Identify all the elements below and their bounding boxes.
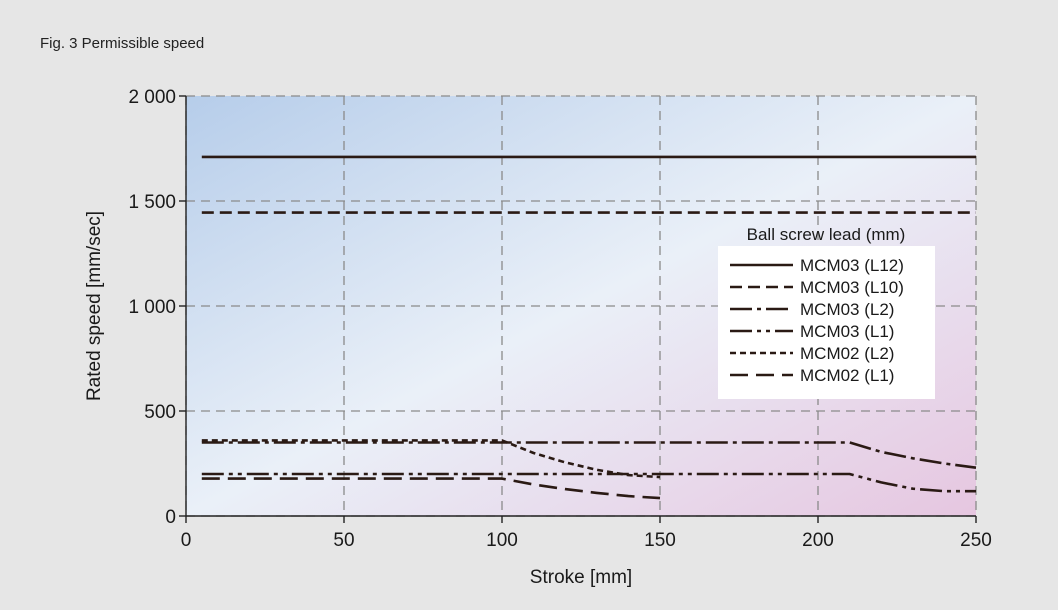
x-tick-label-150: 150	[644, 530, 676, 551]
x-tick-label-100: 100	[486, 530, 518, 551]
legend-label-mcm03-l2: MCM03 (L2)	[800, 300, 894, 319]
legend-label-mcm03-l12: MCM03 (L12)	[800, 256, 904, 275]
series-line-mcm02-l1	[201, 477, 661, 500]
axes: 0 50 100 150 200 250 0 500 1 000 1 500 2 000	[128, 87, 991, 551]
y-tick-label-500: 500	[144, 402, 176, 423]
series-line-mcm03-l2	[201, 441, 977, 469]
x-tick-label-50: 50	[333, 530, 354, 551]
y-tick-label-1000: 1 000	[128, 297, 176, 318]
x-tick-label-250: 250	[960, 530, 992, 551]
y-tick-label-2000: 2 000	[128, 87, 176, 108]
y-tick-label-0: 0	[165, 507, 176, 528]
y-axis-label: Rated speed [mm/sec]	[84, 211, 105, 401]
x-tick-label-0: 0	[181, 530, 192, 551]
legend-box	[718, 246, 935, 399]
x-axis-label: Stroke [mm]	[530, 567, 632, 588]
legend-label-mcm02-l1: MCM02 (L1)	[800, 366, 894, 385]
x-tick-label-200: 200	[802, 530, 834, 551]
series-line-mcm02-l2	[201, 439, 661, 479]
legend: Ball screw lead (mm) MCM03 (L12) MCM03 (L1…	[718, 225, 935, 399]
y-tick-label-1500: 1 500	[128, 192, 176, 213]
legend-label-mcm02-l2: MCM02 (L2)	[800, 344, 894, 363]
legend-label-mcm03-l10: MCM03 (L10)	[800, 278, 904, 297]
figure-caption: Fig. 3 Permissible speed	[40, 35, 205, 52]
legend-label-mcm03-l1: MCM03 (L1)	[800, 322, 894, 341]
legend-title: Ball screw lead (mm)	[747, 225, 906, 244]
series-group	[201, 155, 977, 500]
series-line-mcm03-l1	[201, 472, 976, 493]
